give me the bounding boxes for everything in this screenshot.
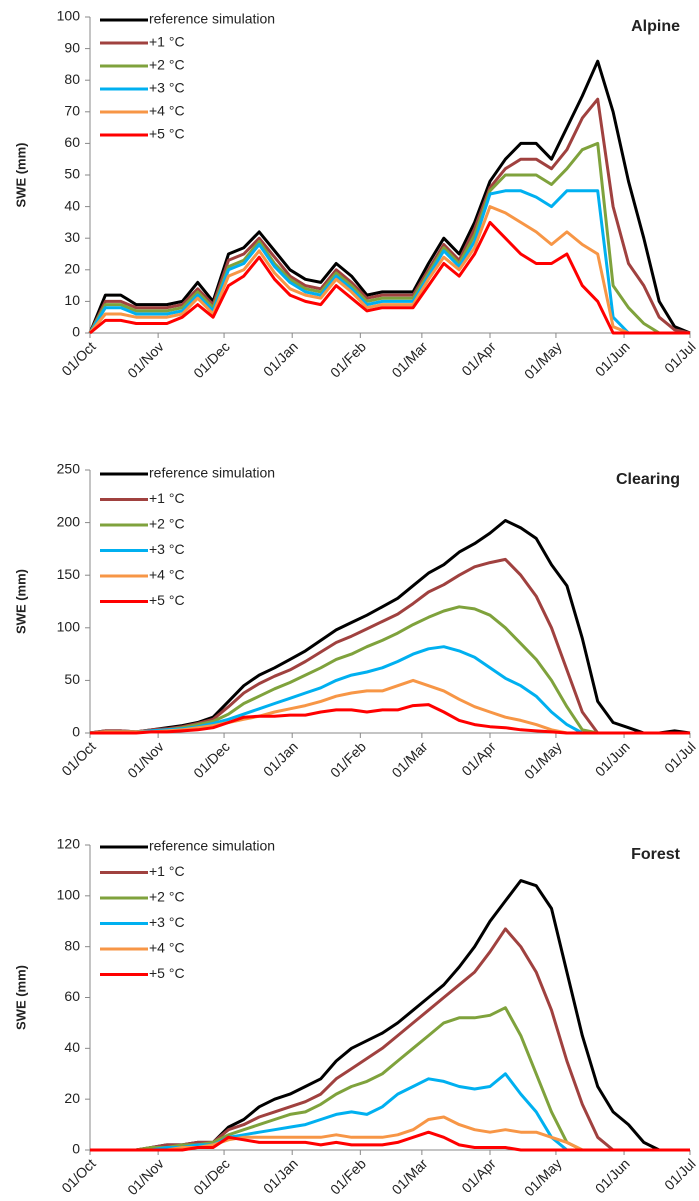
legend-label: reference simulation bbox=[149, 11, 275, 27]
y-tick-label: 60 bbox=[64, 988, 80, 1004]
series-line bbox=[88, 59, 691, 335]
legend-label: +5 °C bbox=[149, 592, 185, 608]
y-tick-label: 100 bbox=[57, 8, 81, 24]
x-tick-label: 01/Nov bbox=[124, 1155, 167, 1198]
x-tick-label: 01/Nov bbox=[124, 338, 167, 381]
y-tick-label: 250 bbox=[57, 461, 81, 477]
series-line bbox=[90, 1130, 690, 1152]
x-tick-label: 01/Oct bbox=[58, 338, 99, 379]
series-line bbox=[88, 141, 690, 335]
y-axis-label: SWE (mm) bbox=[13, 569, 28, 634]
chart-title: Forest bbox=[631, 846, 681, 863]
x-tick-label: 01/Mar bbox=[388, 338, 430, 380]
x-tick-label: 01/May bbox=[521, 738, 565, 782]
y-tick-label: 100 bbox=[57, 887, 81, 903]
y-tick-label: 0 bbox=[72, 324, 80, 340]
x-tick-label: 01/Nov bbox=[124, 738, 167, 781]
x-tick-label: 01/Jul bbox=[661, 338, 699, 376]
y-tick-label: 80 bbox=[64, 937, 80, 953]
y-axis-label: SWE (mm) bbox=[13, 143, 28, 208]
x-tick-label: 01/Dec bbox=[190, 738, 233, 781]
legend-label: +5 °C bbox=[149, 126, 185, 142]
y-tick-label: 40 bbox=[64, 1039, 80, 1055]
legend-label: +3 °C bbox=[149, 541, 185, 557]
legend-label: +3 °C bbox=[149, 914, 185, 930]
chart-panel: 0 10 20 30 40 50 60 70 80 90 100 01/Oct 01/Nov 01/Dec… bbox=[13, 8, 698, 383]
x-tick-label: 01/Jun bbox=[592, 1155, 633, 1196]
legend-label: reference simulation bbox=[149, 465, 275, 481]
y-tick-label: 200 bbox=[57, 513, 81, 529]
chart-panel: 0 50 100 150 200 250 01/Oct 01/Nov 01/Dec 01/Jan 0… bbox=[13, 461, 698, 783]
x-tick-label: 01/Jul bbox=[661, 738, 699, 776]
x-tick-label: 01/Jan bbox=[260, 738, 301, 779]
x-tick-label: 01/Feb bbox=[327, 1155, 369, 1197]
x-tick-label: 01/Apr bbox=[458, 1155, 499, 1196]
y-tick-label: 50 bbox=[64, 166, 80, 182]
series-line bbox=[88, 189, 690, 335]
series-line bbox=[90, 927, 690, 1152]
x-tick-label: 01/Jun bbox=[592, 338, 633, 379]
legend-label: +2 °C bbox=[149, 57, 185, 73]
legend-label: +1 °C bbox=[149, 34, 185, 50]
y-tick-label: 80 bbox=[64, 71, 80, 87]
y-tick-label: 100 bbox=[57, 619, 81, 635]
legend-label: reference simulation bbox=[149, 838, 275, 854]
chart-title: Alpine bbox=[631, 18, 680, 35]
x-tick-label: 01/Oct bbox=[58, 1155, 99, 1196]
legend-label: +4 °C bbox=[149, 940, 185, 956]
x-tick-label: 01/Feb bbox=[327, 738, 369, 780]
x-tick-label: 01/Jan bbox=[260, 1155, 301, 1196]
legend-label: +3 °C bbox=[149, 80, 185, 96]
y-tick-label: 90 bbox=[64, 39, 80, 55]
x-tick-label: 01/Apr bbox=[458, 738, 499, 779]
y-tick-label: 50 bbox=[64, 671, 80, 687]
y-tick-label: 120 bbox=[57, 836, 81, 852]
x-tick-label: 01/May bbox=[521, 338, 565, 382]
legend-label: +4 °C bbox=[149, 103, 185, 119]
y-tick-label: 0 bbox=[72, 724, 80, 740]
y-tick-label: 10 bbox=[64, 292, 80, 308]
x-tick-label: 01/Dec bbox=[190, 338, 233, 381]
legend-label: +2 °C bbox=[149, 889, 185, 905]
x-tick-label: 01/Mar bbox=[388, 738, 430, 780]
y-tick-label: 70 bbox=[64, 103, 80, 119]
chart-title: Clearing bbox=[616, 471, 680, 488]
series-line bbox=[88, 205, 690, 335]
series-line bbox=[89, 220, 690, 335]
y-axis-label: SWE (mm) bbox=[13, 965, 28, 1030]
legend-label: +1 °C bbox=[149, 490, 185, 506]
y-tick-label: 20 bbox=[64, 261, 80, 277]
legend-label: +4 °C bbox=[149, 567, 185, 583]
legend-label: +1 °C bbox=[149, 863, 185, 879]
y-tick-label: 60 bbox=[64, 134, 80, 150]
legend-label: +2 °C bbox=[149, 516, 185, 532]
x-tick-label: 01/Jul bbox=[661, 1155, 699, 1193]
x-tick-label: 01/Feb bbox=[327, 338, 369, 380]
series-line bbox=[89, 605, 690, 735]
x-tick-label: 01/Mar bbox=[388, 1155, 430, 1197]
chart-panel: 0 20 40 60 80 100 120 01/Oct 01/Nov 01/Dec 01/Jan 0… bbox=[13, 836, 698, 1200]
series-line bbox=[88, 97, 691, 335]
x-tick-label: 01/May bbox=[521, 1155, 565, 1199]
y-tick-label: 20 bbox=[64, 1090, 80, 1106]
x-tick-label: 01/Dec bbox=[190, 1155, 233, 1198]
x-tick-label: 01/Jun bbox=[592, 738, 633, 779]
y-tick-label: 0 bbox=[72, 1141, 80, 1157]
y-tick-label: 150 bbox=[57, 566, 81, 582]
x-tick-label: 01/Apr bbox=[458, 338, 499, 379]
legend-label: +5 °C bbox=[149, 965, 185, 981]
series-line bbox=[90, 703, 690, 735]
y-tick-label: 30 bbox=[64, 229, 80, 245]
x-tick-label: 01/Jan bbox=[260, 338, 301, 379]
x-tick-label: 01/Oct bbox=[58, 738, 99, 779]
y-tick-label: 40 bbox=[64, 197, 80, 213]
